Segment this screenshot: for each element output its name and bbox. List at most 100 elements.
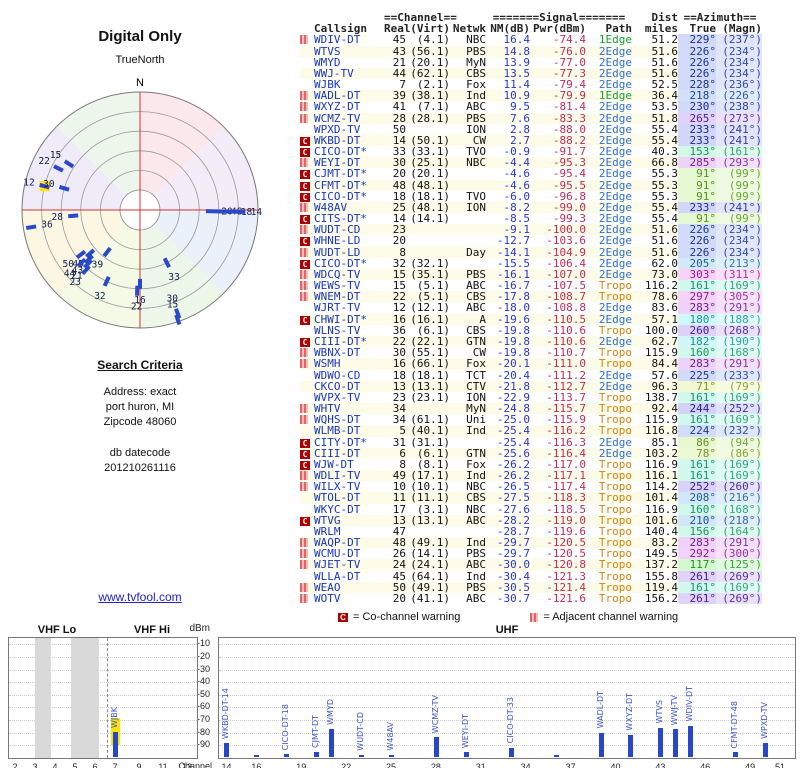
- callsign-link[interactable]: WILX-TV: [314, 480, 361, 494]
- tvfool-link[interactable]: www.tvfool.com: [98, 590, 182, 604]
- callsign-link[interactable]: WCMU-DT: [314, 547, 361, 561]
- power-dbm: -99.0: [552, 200, 586, 214]
- power-dbm: -117.4: [546, 480, 586, 494]
- callsign-link[interactable]: WTVS: [314, 44, 341, 58]
- real-channel: 18: [392, 368, 406, 382]
- callsign-link[interactable]: WDWO-CD: [314, 368, 361, 382]
- callsign-link[interactable]: WRLM: [314, 524, 341, 538]
- callsign-link[interactable]: WLNS-TV: [314, 323, 361, 337]
- callsign-link[interactable]: CIII-DT*: [314, 334, 367, 348]
- callsign-link[interactable]: WJET-TV: [314, 558, 361, 572]
- callsign-link[interactable]: WXYZ-DT: [314, 100, 361, 114]
- azimuth-magnetic: (190°): [716, 336, 762, 348]
- callsign-link[interactable]: WHTV: [314, 402, 341, 416]
- callsign-link[interactable]: WPXD-TV: [314, 122, 361, 136]
- callsign-link[interactable]: WLLA-DT: [314, 569, 361, 583]
- dbm-tick-label: -20: [196, 650, 210, 661]
- callsign-link[interactable]: W48AV: [314, 200, 348, 214]
- signal-bar-label: CFMT-DT-48: [730, 700, 740, 749]
- callsign-link[interactable]: CICO-DT*: [314, 189, 367, 203]
- callsign-link[interactable]: WSMH: [314, 357, 341, 371]
- callsign-link[interactable]: WADL-DT: [314, 89, 361, 103]
- virtual-channel: (61.1): [410, 413, 450, 427]
- table-row: WVPX-TV 23 (23.1) ION -22.9 -113.7 Tropo 138.7 1…: [300, 390, 762, 404]
- callsign-link[interactable]: WWJ-TV: [314, 66, 354, 80]
- real-channel: 26: [392, 547, 406, 561]
- channel-tick-label: 7: [112, 762, 118, 768]
- callsign-link[interactable]: WNEM-DT: [314, 290, 361, 304]
- callsign-link[interactable]: CKCO-DT: [314, 379, 361, 393]
- vhf-lo-label: VHF Lo: [37, 624, 77, 636]
- callsign-link[interactable]: CHWI-DT*: [314, 312, 367, 326]
- virtual-channel: (23.1): [410, 390, 450, 404]
- callsign-link[interactable]: WUDT-CD: [314, 223, 361, 237]
- callsign-link[interactable]: WDLI-TV: [314, 469, 361, 483]
- real-channel: 44: [392, 66, 406, 80]
- gridline: [9, 732, 197, 734]
- callsign-link[interactable]: WEAO: [314, 580, 341, 594]
- noise-margin: 13.9: [503, 55, 531, 69]
- header-callsign: Callsign: [314, 22, 367, 36]
- callsign-link[interactable]: WQHS-DT: [314, 413, 361, 427]
- legend-co-channel: C = Co-channel warning: [338, 611, 460, 623]
- callsign-link[interactable]: WOTV: [314, 591, 341, 605]
- azimuth-magnetic: (234°): [716, 68, 762, 80]
- azimuth-color-wedge: [154, 210, 258, 294]
- callsign-link[interactable]: WBNX-DT: [314, 346, 361, 360]
- azimuth-magnetic: (213°): [716, 258, 762, 269]
- table-row: WNEM-DT 22 (5.1) CBS -17.8 -108.7 Tropo 78.6 297…: [300, 290, 762, 304]
- virtual-channel: (25.1): [410, 156, 450, 170]
- table-row: WILX-TV 10 (10.1) NBC -26.5 -117.4 Tropo 114.2 2…: [300, 480, 762, 494]
- header-signal: =======Signal=======: [492, 11, 626, 24]
- power-dbm: -77.0: [552, 55, 586, 69]
- callsign-link[interactable]: WLMB-DT: [314, 424, 361, 438]
- azimuth-magnetic: (188°): [716, 314, 762, 325]
- callsign-link[interactable]: WAQP-DT: [314, 536, 361, 550]
- path: Tropo: [598, 536, 632, 550]
- table-row: WUDT-LD 8 Day -14.1 -104.9 2Edge 51.6 226° (234°…: [300, 247, 762, 258]
- callsign-link[interactable]: WDCQ-TV: [314, 267, 361, 281]
- callsign-link[interactable]: WUDT-LD: [314, 245, 361, 259]
- co-channel-warning-icon: C: [300, 235, 314, 247]
- callsign-link[interactable]: WDIV-DT: [314, 33, 361, 47]
- azimuth-true: 260°: [678, 325, 716, 336]
- callsign-link[interactable]: WJBK: [314, 78, 341, 92]
- callsign-link[interactable]: CIII-DT: [314, 446, 361, 460]
- path: 2Edge: [598, 44, 632, 58]
- callsign-link[interactable]: CICO-DT*: [314, 145, 367, 159]
- real-channel: 20: [392, 591, 406, 605]
- azimuth-color-wedge: [154, 126, 258, 210]
- callsign-link[interactable]: WTOL-DT: [314, 491, 361, 505]
- callsign-link[interactable]: WKBD-DT: [314, 133, 361, 147]
- virtual-channel: (22.1): [410, 334, 450, 348]
- adjacent-channel-warning-icon: [530, 613, 539, 622]
- callsign-link[interactable]: CITY-DT*: [314, 435, 367, 449]
- callsign-link[interactable]: WJW-DT: [314, 457, 354, 471]
- network: [450, 213, 486, 224]
- station-channel-label: 22: [131, 302, 142, 313]
- callsign-link[interactable]: WEYI-DT: [314, 156, 361, 170]
- real-channel: 13: [392, 513, 406, 527]
- callsign-link[interactable]: CJMT-DT*: [314, 167, 367, 181]
- adjacent-channel-warning-icon: [300, 113, 308, 123]
- distance-miles: 57.6: [651, 368, 679, 382]
- callsign-link[interactable]: WKYC-DT: [314, 502, 361, 516]
- callsign-link[interactable]: WHNE-LD: [314, 234, 361, 248]
- azimuth-magnetic: (252°): [716, 403, 762, 415]
- azimuth-magnetic: (311°): [716, 269, 762, 281]
- station-marker: [162, 257, 171, 269]
- callsign-link[interactable]: CICO-DT*: [314, 256, 367, 270]
- callsign-link[interactable]: WTVG: [314, 513, 341, 527]
- gridline: [219, 707, 795, 709]
- callsign-link[interactable]: CITS-DT*: [314, 212, 367, 226]
- callsign-link[interactable]: WMYD: [314, 55, 341, 69]
- callsign-link[interactable]: WVPX-TV: [314, 390, 361, 404]
- callsign-link[interactable]: CFMT-DT*: [314, 178, 367, 192]
- callsign-link[interactable]: WCMZ-TV: [314, 111, 361, 125]
- channel-tick-label: 25: [386, 762, 397, 768]
- distance-miles: 84.4: [651, 357, 679, 371]
- callsign-link[interactable]: WEWS-TV: [314, 279, 361, 293]
- signal-bar: [224, 743, 230, 757]
- power-dbm: -74.4: [552, 33, 586, 47]
- callsign-link[interactable]: WJRT-TV: [314, 301, 361, 315]
